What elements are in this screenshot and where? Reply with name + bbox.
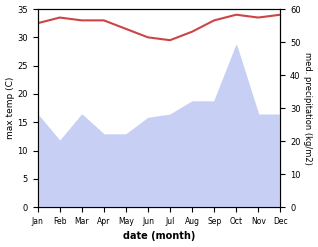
Y-axis label: max temp (C): max temp (C) — [5, 77, 15, 139]
X-axis label: date (month): date (month) — [123, 231, 195, 242]
Y-axis label: med. precipitation (kg/m2): med. precipitation (kg/m2) — [303, 52, 313, 165]
